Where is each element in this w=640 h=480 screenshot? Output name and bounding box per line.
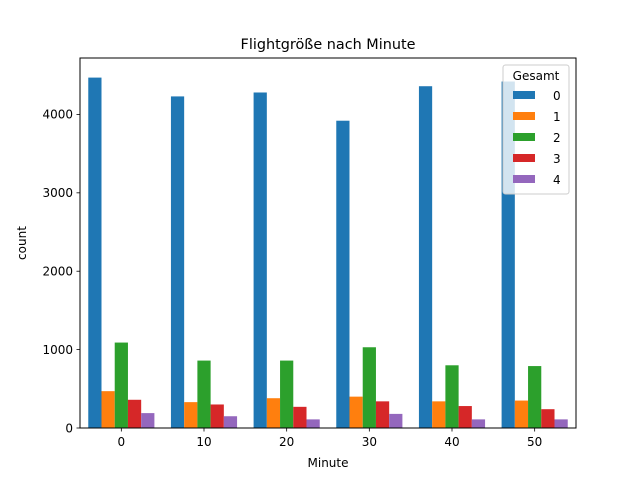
- bar-0-series-1: [101, 391, 115, 428]
- bar-10-series-0: [170, 96, 185, 428]
- bar-10-series-1: [184, 402, 198, 428]
- bar-40-series-0: [418, 86, 433, 428]
- bar-50-series-2: [528, 366, 542, 428]
- legend-swatch-0: [513, 91, 535, 99]
- plot-frame: [79, 57, 577, 429]
- bar-20-series-3: [293, 406, 307, 428]
- bar-40-series-1: [432, 401, 446, 428]
- legend-swatch-1: [513, 112, 535, 120]
- bars-group: [88, 77, 568, 429]
- y-tick-label: 1000: [42, 343, 73, 357]
- bar-20-series-2: [280, 360, 294, 428]
- bar-30-series-2: [362, 347, 376, 428]
- bar-10-series-2: [197, 360, 211, 428]
- legend-title: Gesamt: [513, 69, 560, 83]
- bar-20-series-1: [266, 398, 281, 428]
- bar-30-series-1: [349, 396, 363, 428]
- y-tick-label: 3000: [42, 186, 73, 200]
- y-axis-label: count: [15, 226, 29, 260]
- bar-30-series-0: [336, 120, 350, 429]
- bar-50-series-1: [514, 400, 529, 428]
- bar-10-series-3: [210, 404, 224, 428]
- x-tick-label: 0: [118, 435, 126, 449]
- legend-label-4: 4: [553, 173, 561, 187]
- bar-0-series-0: [88, 77, 102, 428]
- bar-50-series-4: [554, 419, 568, 428]
- legend-swatch-2: [513, 133, 535, 141]
- x-axis-label: Minute: [308, 456, 349, 470]
- legend-swatch-3: [513, 154, 535, 162]
- bar-20-series-4: [306, 419, 320, 428]
- x-tick-label: 30: [362, 435, 377, 449]
- legend-label-3: 3: [553, 152, 561, 166]
- legend-label-2: 2: [553, 131, 561, 145]
- x-tick-label: 50: [527, 435, 542, 449]
- bar-50-series-3: [541, 409, 555, 428]
- y-tick-label: 0: [65, 421, 73, 435]
- bar-40-series-3: [458, 406, 472, 428]
- legend-label-1: 1: [553, 110, 561, 124]
- bar-30-series-3: [375, 401, 390, 428]
- bar-0-series-4: [141, 413, 155, 428]
- bar-40-series-4: [471, 419, 486, 428]
- bar-0-series-2: [114, 342, 128, 428]
- bar-40-series-2: [445, 365, 459, 428]
- legend: Gesamt 0 1 2 3 4: [502, 64, 570, 195]
- bar-10-series-4: [223, 416, 238, 428]
- y-tick-label: 4000: [42, 108, 73, 122]
- x-tick-label: 10: [196, 435, 211, 449]
- legend-label-0: 0: [553, 89, 561, 103]
- y-tick-label: 2000: [42, 265, 73, 279]
- legend-swatch-4: [513, 175, 535, 183]
- y-axis: 0 1000 2000 3000 4000: [42, 108, 80, 435]
- bar-30-series-4: [389, 413, 403, 428]
- chart-title: Flightgröße nach Minute: [241, 37, 416, 53]
- x-tick-label: 40: [444, 435, 459, 449]
- x-tick-label: 20: [279, 435, 294, 449]
- x-axis: 0 10 20 30 40 50: [118, 428, 542, 449]
- bar-20-series-0: [253, 92, 267, 429]
- bar-0-series-3: [127, 399, 142, 428]
